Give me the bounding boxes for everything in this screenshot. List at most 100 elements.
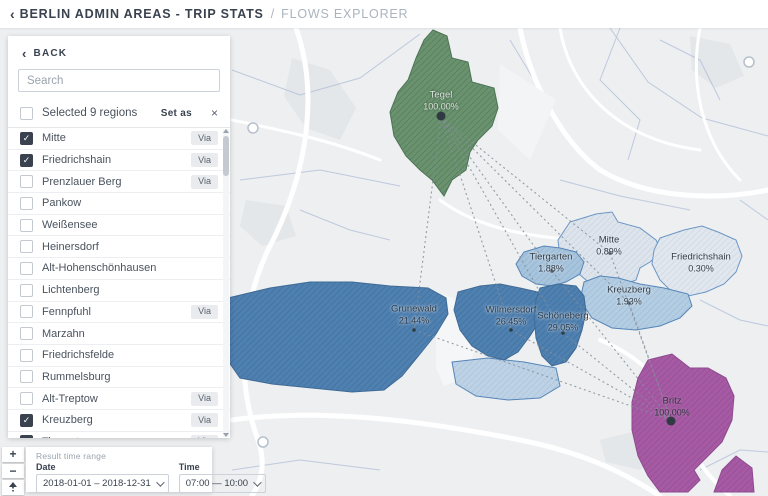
region-checkbox[interactable]: [20, 175, 33, 189]
region-britz[interactable]: [631, 353, 735, 493]
region-list-item[interactable]: Marzahn: [8, 323, 230, 345]
region-checkbox[interactable]: ✓: [20, 435, 33, 438]
region-name-label: Fennpfuhl: [42, 305, 91, 318]
region-checkbox[interactable]: [20, 240, 33, 254]
date-range-value: 2018-01-01 – 2018-12-31: [43, 478, 151, 489]
region-checkbox[interactable]: [20, 196, 33, 210]
region-list-item[interactable]: ✓ Kreuzberg Via: [8, 410, 230, 432]
map-open-area: [498, 64, 556, 160]
region-list-item[interactable]: Friedrichsfelde: [8, 345, 230, 367]
via-button[interactable]: Via: [191, 434, 218, 438]
region-name-label: Prenzlauer Berg: [42, 175, 122, 188]
scrollbar-thumb[interactable]: [223, 136, 229, 176]
time-range-value: 07:00 — 10:00: [185, 478, 249, 489]
region-wilmersdorf[interactable]: [453, 283, 545, 361]
via-button[interactable]: Via: [191, 174, 218, 189]
region-checkbox[interactable]: ✓: [20, 413, 33, 427]
region-britz-sliver[interactable]: [713, 455, 755, 493]
via-button[interactable]: Via: [191, 391, 218, 406]
selection-summary-row: Selected 9 regions Set as ×: [8, 100, 230, 127]
region-checkbox[interactable]: [20, 305, 33, 319]
page-subtitle: FLOWS EXPLORER: [281, 7, 409, 21]
region-checkbox[interactable]: [20, 283, 33, 297]
region-checkbox[interactable]: ✓: [20, 131, 33, 145]
region-friedrichshain[interactable]: [651, 225, 743, 297]
breadcrumb-separator: /: [270, 7, 275, 21]
region-list-item[interactable]: Prenzlauer Berg Via: [8, 171, 230, 194]
flow-endpoint-dots: [412, 111, 676, 426]
region-list-item[interactable]: Alt-Hohenschönhausen: [8, 258, 230, 280]
back-label: BACK: [33, 48, 68, 59]
region-checkbox[interactable]: [20, 370, 33, 384]
region-list-item[interactable]: ✓ Mitte Via: [8, 128, 230, 150]
region-tiergarten[interactable]: [515, 245, 585, 287]
selected-count-label: Selected 9 regions: [42, 107, 138, 119]
region-checkbox[interactable]: [20, 348, 33, 362]
region-name-label: Friedrichshain: [42, 154, 112, 167]
pitch-toggle-button[interactable]: [2, 480, 24, 495]
region-checkbox[interactable]: [20, 327, 33, 341]
date-label: Date: [36, 462, 56, 472]
time-range-select[interactable]: 07:00 — 10:00: [178, 474, 267, 493]
select-all-checkbox[interactable]: [20, 106, 33, 120]
region-name-label: Weißensee: [42, 219, 98, 232]
scrollbar-down-icon[interactable]: [223, 433, 229, 437]
chevron-left-icon[interactable]: ‹: [10, 6, 15, 22]
bearing-arrow-icon: [9, 481, 17, 493]
scrollbar-track[interactable]: [223, 129, 229, 437]
region-name-label: Alt-Hohenschönhausen: [42, 262, 157, 275]
region-checkbox[interactable]: ✓: [20, 153, 33, 167]
flow-lines: [413, 116, 672, 421]
back-button[interactable]: ‹ BACK: [8, 36, 230, 67]
region-list-item[interactable]: Heinersdorf: [8, 236, 230, 259]
map-minor-roads: [231, 27, 768, 471]
scrollbar-up-icon[interactable]: [223, 129, 229, 133]
region-name-label: Pankow: [42, 197, 82, 210]
region-list-item[interactable]: Fennpfuhl Via: [8, 302, 230, 324]
chevron-left-icon: ‹: [22, 45, 28, 61]
region-list-item[interactable]: Weißensee: [8, 215, 230, 237]
region-list-item[interactable]: Pankow: [8, 193, 230, 215]
zoom-in-button[interactable]: +: [2, 447, 24, 462]
region-name-label: Marzahn: [42, 327, 85, 340]
region-name-label: Tiergarten: [42, 436, 182, 438]
close-icon[interactable]: ×: [210, 106, 218, 120]
region-checkbox[interactable]: [20, 218, 33, 232]
region-name-label: Mitte: [42, 132, 66, 145]
page-title[interactable]: BERLIN ADMIN AREAS - TRIP STATS: [19, 7, 264, 21]
set-as-button[interactable]: Set as: [160, 107, 192, 119]
via-button[interactable]: Via: [191, 131, 218, 146]
region-name-label: Alt-Treptow: [42, 392, 98, 405]
region-name-label: Kreuzberg: [42, 414, 93, 427]
date-range-select[interactable]: 2018-01-01 – 2018-12-31: [36, 474, 169, 493]
map-zoom-controls: + −: [2, 447, 24, 495]
region-kreuzberg[interactable]: [579, 275, 693, 331]
region-list-item[interactable]: Alt-Treptow Via: [8, 388, 230, 410]
region-list-item[interactable]: Rummelsburg: [8, 367, 230, 389]
chevron-down-icon: [155, 477, 165, 487]
via-button[interactable]: Via: [191, 413, 218, 428]
region-list-item[interactable]: ✓ Friedrichshain Via: [8, 150, 230, 172]
region-name-label: Rummelsburg: [42, 370, 111, 383]
region-checkbox[interactable]: [20, 392, 33, 406]
region-name-label: Lichtenberg: [42, 284, 100, 297]
map-terrain-patches: [240, 36, 744, 470]
breadcrumb: ‹ BERLIN ADMIN AREAS - TRIP STATS / FLOW…: [0, 0, 768, 28]
via-button[interactable]: Via: [191, 153, 218, 168]
via-button[interactable]: Via: [191, 304, 218, 319]
panel-title: Result time range: [36, 451, 107, 461]
region-checkbox[interactable]: [20, 261, 33, 275]
region-selector-panel: ‹ BACK Selected 9 regions Set as × ✓ Mit…: [8, 36, 230, 438]
region-list-item[interactable]: Lichtenberg: [8, 280, 230, 302]
time-label: Time: [178, 462, 200, 472]
region-name-label: Friedrichsfelde: [42, 349, 115, 362]
search-input[interactable]: [18, 69, 220, 92]
result-time-range-panel: Result time range Date 2018-01-01 – 2018…: [26, 447, 267, 493]
region-grunewald[interactable]: [223, 281, 449, 393]
region-list-item[interactable]: ✓ Tiergarten Via: [8, 432, 230, 438]
region-south-light[interactable]: [451, 357, 561, 401]
roundabout-icon: [247, 56, 755, 448]
zoom-out-button[interactable]: −: [2, 463, 24, 478]
region-name-label: Heinersdorf: [42, 240, 99, 253]
